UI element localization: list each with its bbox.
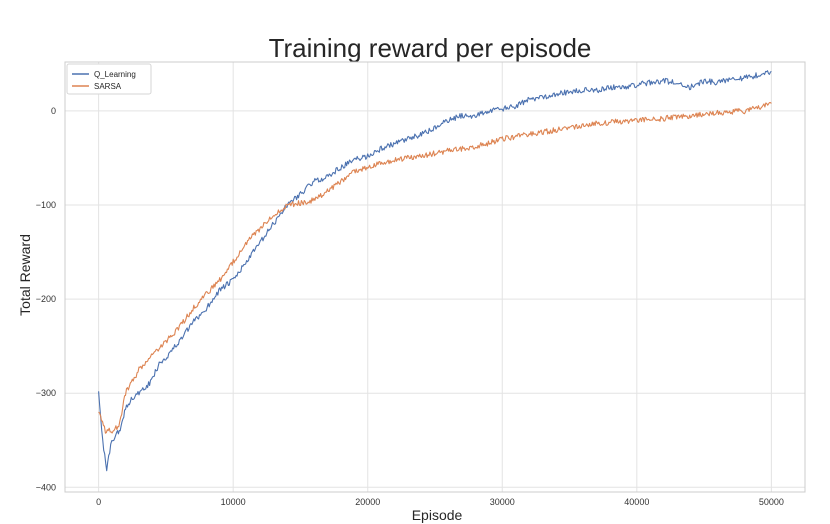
chart-title: Training reward per episode bbox=[269, 33, 592, 63]
series-line-q-learning bbox=[98, 70, 772, 472]
legend-label-sarsa: SARSA bbox=[94, 82, 122, 91]
plot-frame bbox=[64, 61, 806, 493]
y-tick-label: −400 bbox=[36, 482, 56, 492]
x-tick-label: 40000 bbox=[624, 497, 649, 507]
y-tick-label: −200 bbox=[36, 294, 56, 304]
series-line-sarsa bbox=[98, 102, 772, 434]
plot-area: 0 10000 20000 30000 40000 50000 −400 −300 −200 −1… bbox=[36, 61, 806, 507]
plot-background bbox=[65, 62, 805, 492]
x-tick-label: 10000 bbox=[221, 497, 246, 507]
y-tick-label: 0 bbox=[51, 106, 56, 116]
x-tick-label: 0 bbox=[96, 497, 101, 507]
legend-label-q-learning: Q_Learning bbox=[94, 70, 136, 79]
x-tick-label: 50000 bbox=[759, 497, 784, 507]
y-tick-label: −300 bbox=[36, 388, 56, 398]
x-tick-label: 30000 bbox=[490, 497, 515, 507]
legend: Q_Learning SARSA bbox=[66, 63, 152, 95]
x-axis-label: Episode bbox=[412, 507, 463, 523]
x-tick-label: 20000 bbox=[355, 497, 380, 507]
y-axis-label: Total Reward bbox=[17, 234, 33, 316]
y-tick-label: −100 bbox=[36, 200, 56, 210]
